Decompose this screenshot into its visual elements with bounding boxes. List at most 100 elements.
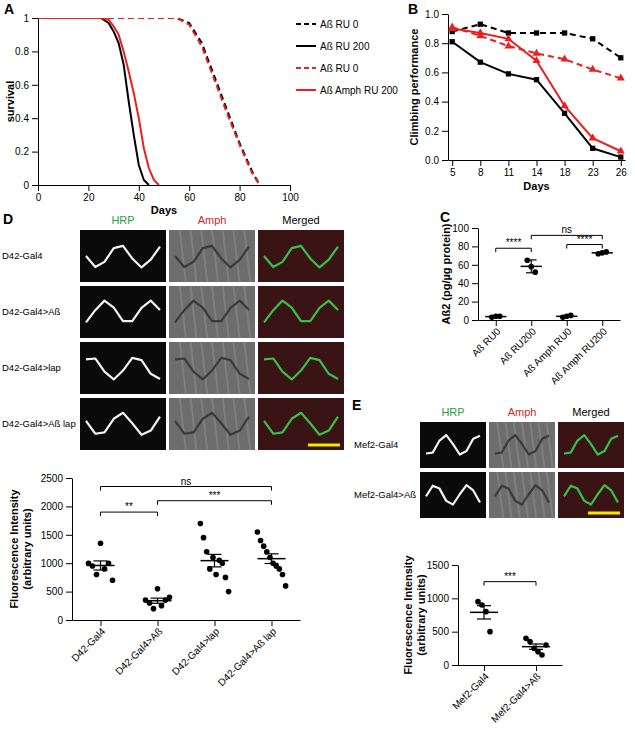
row-label: D42-Gal4 (2, 250, 43, 261)
data-point (261, 543, 267, 549)
tick-mark (66, 563, 72, 564)
error-cap (529, 643, 543, 644)
tick-mark (442, 43, 448, 44)
chart-2: 020406080100Aß RU0Aß RU200Aß Amph RU0Aß … (440, 209, 621, 387)
tick-label: D42-Gal4>lap (170, 625, 222, 677)
x-axis-line (479, 320, 621, 321)
tick: 5 (450, 160, 456, 178)
error-cap (208, 554, 222, 555)
legend-label: Aß RU 0 (320, 63, 359, 74)
data-point (539, 652, 545, 658)
tick-label: 5 (450, 167, 456, 178)
error-cap (94, 569, 108, 570)
tick: 60 (184, 185, 196, 203)
tick-mark (496, 320, 497, 326)
series-line (452, 27, 621, 78)
tick-label: 20 (458, 296, 470, 307)
chart-0: 00.20.40.60.81020406080100ADayssurvivalA… (4, 1, 398, 216)
legend-label: Aß Amph RU 200 (320, 85, 398, 96)
micrograph (558, 472, 624, 518)
nmj-branch (564, 435, 618, 454)
nmj-branch (264, 413, 338, 435)
significance-bracket (101, 487, 272, 491)
tick: D42-Gal4>Aß lap (216, 620, 279, 688)
tick-mark (452, 160, 453, 166)
tick-mark (531, 320, 532, 326)
tick-label: 80 (458, 241, 470, 252)
tick-mark (442, 14, 448, 15)
tick-mark (452, 665, 458, 666)
series-marker (561, 101, 569, 108)
tick-mark (472, 320, 478, 321)
tick: 40 (458, 278, 478, 289)
data-point (98, 541, 104, 547)
tick-label: 500 (46, 586, 63, 597)
tick-label: 0.0 (425, 155, 439, 166)
scale-bar (588, 512, 620, 515)
series-marker (590, 36, 595, 41)
series-marker (476, 28, 484, 35)
data-point (532, 269, 538, 275)
tick-mark (472, 302, 478, 303)
micrograph (169, 286, 255, 338)
row-label: Mef2-Gal4 (354, 439, 398, 450)
texture (191, 230, 197, 282)
data-point (102, 566, 108, 572)
series-line (38, 18, 260, 185)
y-axis: 05001000150020002500 (41, 473, 73, 626)
texture (191, 286, 197, 338)
tick-label: 0.6 (15, 80, 29, 91)
nmj-branch (175, 301, 249, 323)
y-axis-line (72, 479, 73, 621)
tick-label: 8 (478, 167, 484, 178)
series-marker (618, 55, 623, 60)
tick-mark (480, 160, 481, 166)
tick-label: Mef2-Gal4>Aß (489, 671, 543, 725)
texture (514, 472, 520, 518)
tick: 0.4 (425, 96, 448, 107)
tick-mark (452, 565, 458, 566)
series-line (452, 42, 621, 157)
tick: 0 (443, 660, 458, 671)
texture (530, 422, 536, 468)
tick: 8 (478, 160, 484, 178)
data-point (151, 606, 157, 612)
tick-mark (442, 102, 448, 103)
micrograph (169, 230, 255, 282)
tick-mark (66, 620, 72, 621)
tick-mark (602, 320, 603, 326)
scale-bar (308, 444, 340, 447)
legend-swatch (296, 45, 316, 47)
tick: Mef2-Gal4 (450, 665, 491, 711)
mean-line (485, 316, 506, 318)
error-bar (100, 561, 101, 570)
tick-label: 0.4 (425, 96, 439, 107)
legend-label: Aß RU 200 (320, 41, 370, 52)
tick-label: 20 (83, 192, 95, 203)
texture (244, 230, 250, 282)
texture (212, 230, 218, 282)
series-marker (532, 56, 540, 63)
error-cap (477, 618, 491, 619)
tick-mark (452, 598, 458, 599)
plot-marks (86, 521, 289, 612)
micrograph (169, 398, 255, 450)
data-point (167, 594, 173, 600)
tick-label: 40 (134, 192, 146, 203)
tick: Mef2-Gal4>Aß (489, 665, 543, 725)
error-bar (214, 554, 215, 566)
data-point (258, 538, 264, 544)
tick-mark (290, 185, 291, 191)
column-header: Amph (198, 214, 227, 226)
series-line (38, 18, 260, 185)
y-axis: 0.00.20.40.60.81.0 (425, 9, 448, 166)
tick-mark (442, 72, 448, 73)
tick-label: 0 (443, 660, 449, 671)
panel-letter: D (3, 211, 13, 227)
tick-mark (158, 620, 159, 626)
error-cap (94, 560, 108, 561)
tick-mark (139, 185, 140, 191)
tick-label: 0.2 (425, 126, 439, 137)
series-marker (504, 41, 512, 48)
texture (201, 398, 207, 450)
